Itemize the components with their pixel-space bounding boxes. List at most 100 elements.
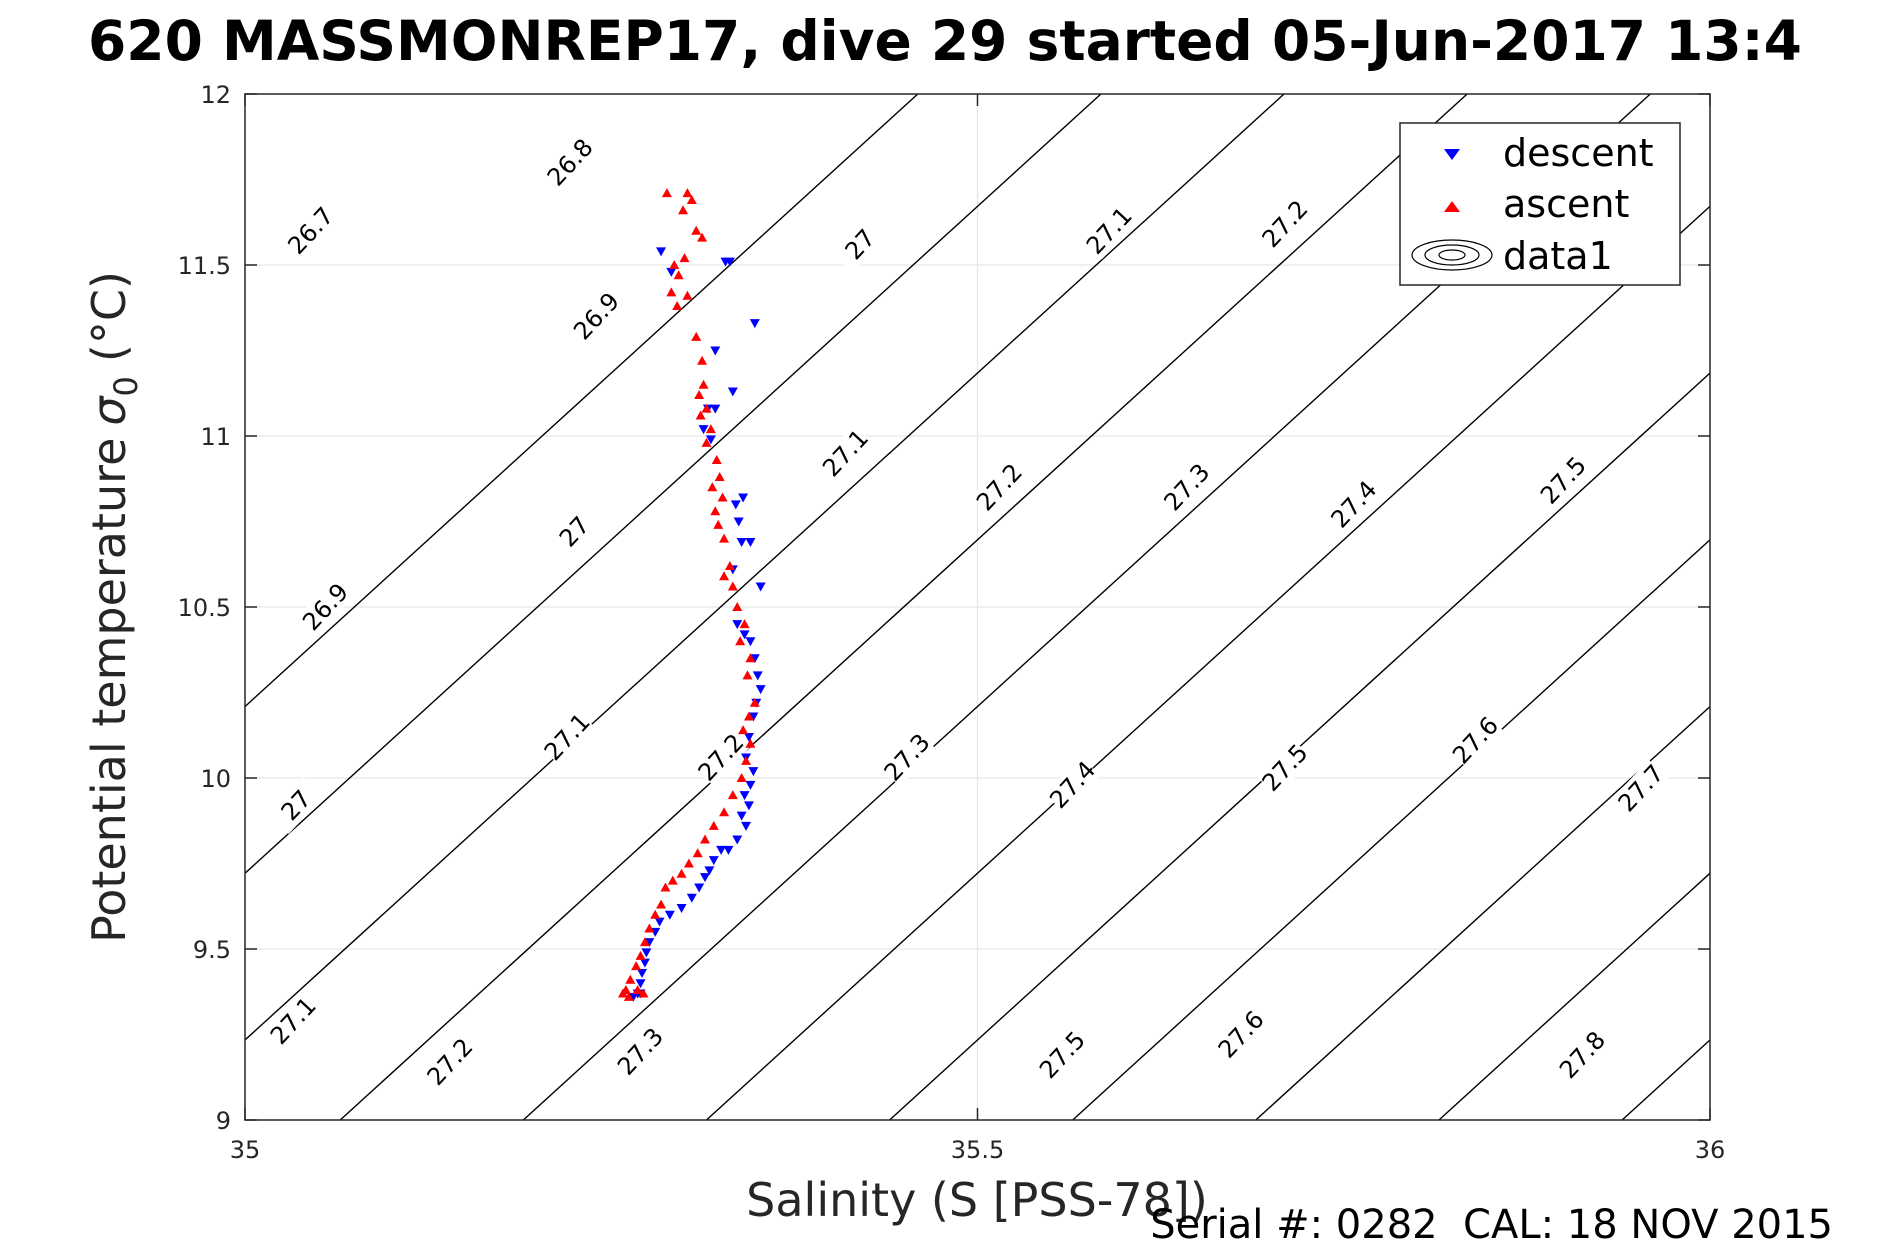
descent-point [745, 637, 756, 647]
chart-title: 620 MASSMONREP17, dive 29 started 05-Jun… [88, 9, 1802, 73]
ascent-point [644, 923, 655, 933]
contour-label-bg [612, 1023, 669, 1081]
legend-descent-label: descent [1503, 131, 1654, 175]
ascent-point [714, 472, 725, 482]
ascent-point [667, 875, 678, 885]
y-tick-label: 9.5 [193, 936, 231, 964]
ascent-point [694, 389, 705, 399]
contour-label-bg [1044, 756, 1101, 814]
descent-point [637, 968, 648, 978]
ascent-point [673, 270, 684, 280]
x-tick-label: 35.5 [951, 1136, 1004, 1164]
descent-point [666, 267, 677, 277]
contour-label-bg [1213, 1005, 1270, 1064]
descent-point [694, 883, 705, 893]
serial-cal-footer: Serial #: 0282 CAL: 18 NOV 2015 [1150, 1202, 1833, 1248]
ascent-point [697, 232, 708, 242]
descent-point [736, 811, 747, 821]
descent-point [698, 425, 709, 435]
descent-point [700, 873, 711, 883]
ascent-point [679, 253, 690, 263]
ascent-point [736, 773, 747, 782]
descent-point [676, 903, 687, 913]
ascent-point [666, 287, 677, 297]
ascent-point [727, 790, 738, 800]
descent-point [727, 387, 738, 397]
descent-point [755, 685, 766, 695]
contour-label-bg [422, 1033, 479, 1091]
y-axis-label-unit: (°C) [82, 271, 136, 362]
descent-point [644, 938, 655, 948]
descent-point [628, 992, 639, 1002]
contour-label-bg [1257, 195, 1314, 253]
contour-label-bg [1081, 202, 1138, 260]
contour-line [889, 372, 1710, 1120]
descent-point [741, 821, 752, 831]
legend-descent-marker [1444, 149, 1460, 160]
descent-point [733, 517, 744, 527]
contour-line [1255, 705, 1710, 1120]
contour-label-bg [1613, 759, 1670, 817]
descent-point [705, 435, 716, 445]
y-axis-label: Potential temperature σ0 (°C) [82, 271, 145, 943]
ascent-point [691, 225, 702, 235]
axis-ticks: 35 35.5 36 9 9.5 10 10.5 11 11.5 12 [178, 81, 1726, 1164]
contour-label-bg [568, 287, 625, 345]
ascent-point [710, 506, 721, 516]
descent-point [745, 780, 756, 790]
ascent-point [708, 820, 719, 830]
ascent-point [745, 653, 756, 663]
ascent-point [638, 988, 649, 998]
y-tick-label: 9 [216, 1107, 231, 1135]
contour-label-bg [539, 708, 596, 766]
ascent-point [692, 848, 703, 858]
descent-point [739, 791, 750, 801]
ascent-point [707, 482, 718, 492]
ascent-point [686, 195, 697, 205]
descent-point [743, 801, 754, 811]
contour-label-bg [546, 503, 603, 561]
ascent-point [735, 636, 746, 646]
legend-contour-icon [1411, 239, 1493, 271]
ascent-point [717, 492, 728, 502]
ascent-point [650, 909, 661, 919]
ascent-point [719, 571, 730, 581]
contour-label-bg [971, 458, 1028, 516]
contour-label-bg [297, 578, 354, 636]
ascent-point [625, 974, 636, 984]
descent-point [639, 958, 650, 968]
legend-ascent-marker [1444, 201, 1460, 212]
descent-point [732, 835, 743, 845]
contour-label-bg [1535, 451, 1592, 510]
y-axis-label-subscript: 0 [107, 376, 145, 396]
y-axis-label-main: Potential temperature [82, 438, 136, 943]
descent-point [736, 538, 747, 548]
contour-label-bg [1447, 711, 1504, 769]
ascent-point [727, 581, 738, 591]
ascent-point [635, 950, 646, 960]
descent-point [749, 319, 760, 329]
ascent-point [724, 560, 735, 570]
descent-point [710, 346, 721, 356]
contour-label-bg [1554, 1026, 1611, 1084]
descent-point [749, 654, 760, 664]
descent-point [755, 582, 766, 592]
y-tick-label: 11 [200, 423, 231, 451]
ascent-point [632, 985, 643, 995]
descent-point [723, 845, 734, 855]
descent-point [748, 767, 759, 777]
y-tick-label: 10.5 [178, 594, 231, 622]
descent-point [752, 671, 763, 681]
ascent-point [691, 331, 702, 341]
ascent-point [701, 403, 712, 413]
contour-label-bg [1159, 458, 1215, 516]
y-axis-label-sigma: σ [82, 395, 136, 426]
descent-point [641, 948, 652, 958]
ascent-point [697, 355, 708, 365]
ascent-point [701, 437, 712, 447]
contour-label-bg [1034, 1026, 1091, 1084]
descent-point [732, 620, 743, 630]
descent-point [654, 917, 665, 927]
contour-label-bg [1326, 475, 1382, 533]
